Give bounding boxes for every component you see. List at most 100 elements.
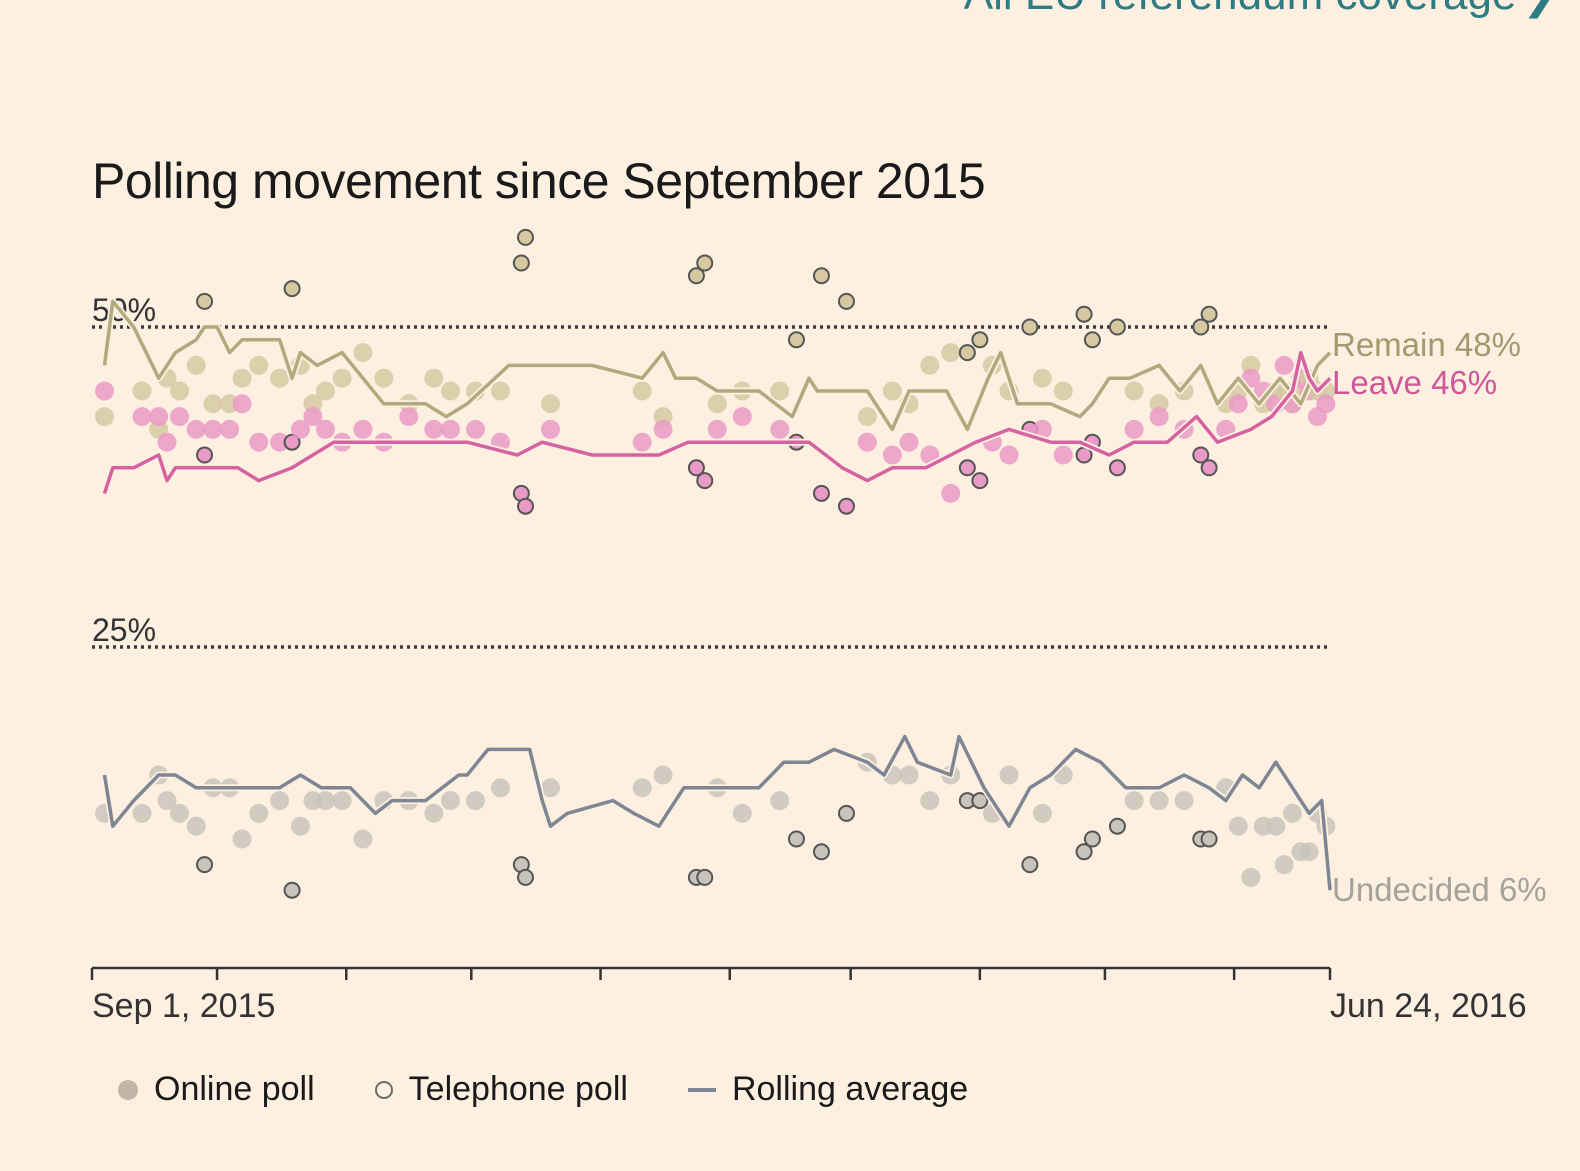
poll-dot-remain-phone	[196, 292, 214, 310]
legend-item-rolling-average: Rolling average	[687, 1070, 968, 1109]
poll-dot-leave-online	[249, 432, 269, 452]
poll-dot-leave-online	[941, 483, 961, 503]
poll-dot-remain-online	[374, 368, 394, 388]
poll-dot-remain-online	[632, 381, 652, 401]
poll-dot-undecided-online	[157, 791, 177, 811]
poll-dot-undecided-online	[999, 765, 1019, 785]
poll-dot-undecided-phone	[1200, 830, 1218, 848]
poll-dot-remain-phone	[1075, 305, 1093, 323]
poll-dot-remain-online	[707, 394, 727, 414]
end-label-leave: Leave 46%	[1332, 364, 1497, 401]
poll-dot-remain-online	[857, 407, 877, 427]
poll-dots	[95, 228, 1336, 899]
poll-dot-remain-phone	[517, 228, 535, 246]
poll-dot-leave-online	[149, 407, 169, 427]
poll-dot-remain-online	[770, 381, 790, 401]
poll-dot-leave-online	[632, 432, 652, 452]
filled-dot-icon	[118, 1079, 138, 1100]
poll-dot-remain-phone	[958, 344, 976, 362]
polling-chart: 50%25% Sep 1, 2015 Jun 24, 2016 Remain 48…	[90, 228, 1547, 1025]
x-axis: Sep 1, 2015 Jun 24, 2016	[90, 966, 1527, 1025]
poll-dot-remain-online	[353, 343, 373, 363]
poll-dot-leave-online	[1032, 419, 1052, 439]
poll-dot-undecided-online	[770, 791, 790, 811]
poll-dot-undecided-online	[290, 816, 310, 836]
poll-dot-leave-online	[220, 419, 240, 439]
poll-dot-undecided-online	[1282, 803, 1302, 823]
poll-dot-leave-online	[315, 419, 335, 439]
poll-dot-undecided-online	[332, 791, 352, 811]
poll-dot-undecided-online	[170, 803, 190, 823]
poll-dot-undecided-online	[1149, 791, 1169, 811]
poll-dot-remain-online	[270, 368, 290, 388]
poll-dot-undecided-online	[1032, 803, 1052, 823]
poll-dot-undecided-phone	[812, 843, 830, 861]
poll-dot-undecided-online	[132, 803, 152, 823]
poll-dot-undecided-phone	[787, 830, 805, 848]
poll-dot-leave-online	[399, 407, 419, 427]
poll-dot-undecided-online	[490, 778, 510, 798]
poll-dot-leave-phone	[971, 472, 989, 490]
poll-dot-undecided-phone	[283, 881, 301, 899]
poll-dot-undecided-online	[315, 791, 335, 811]
poll-dot-leave-online	[440, 419, 460, 439]
poll-dot-undecided-online	[424, 803, 444, 823]
x-axis-start-label: Sep 1, 2015	[92, 987, 275, 1025]
poll-dot-undecided-online	[632, 778, 652, 798]
poll-dot-remain-online	[249, 355, 269, 375]
poll-dot-remain-phone	[1108, 318, 1126, 336]
chevron-right-icon: ❯	[1522, 0, 1556, 18]
poll-dot-leave-online	[170, 407, 190, 427]
poll-dot-undecided-online	[186, 816, 206, 836]
rolling-average-line-leave	[102, 350, 1332, 494]
poll-dot-undecided-phone	[1075, 843, 1093, 861]
poll-dot-undecided-phone	[1108, 817, 1126, 835]
poll-dot-leave-online	[465, 419, 485, 439]
poll-dot-leave-online	[157, 432, 177, 452]
poll-dot-leave-phone	[958, 459, 976, 477]
gridline-label-25: 25%	[92, 612, 156, 648]
poll-dot-leave-online	[303, 407, 323, 427]
poll-dot-leave-online	[899, 432, 919, 452]
poll-dot-leave-online	[95, 381, 115, 401]
poll-dot-leave-phone	[812, 484, 830, 502]
poll-dot-leave-phone	[517, 497, 535, 515]
poll-dot-undecided-online	[1228, 816, 1248, 836]
poll-dot-remain-online	[315, 381, 335, 401]
poll-dot-undecided-online	[1274, 855, 1294, 875]
poll-dot-remain-online	[1032, 368, 1052, 388]
rolling-average-lines	[101, 297, 1334, 891]
poll-dot-undecided-online	[1299, 842, 1319, 862]
poll-dot-leave-online	[770, 419, 790, 439]
poll-dot-remain-online	[882, 381, 902, 401]
chart-title: Polling movement since September 2015	[92, 153, 986, 209]
poll-dot-leave-online	[707, 419, 727, 439]
legend: Online poll Telephone poll Rolling avera…	[118, 1070, 1028, 1109]
poll-dot-remain-phone	[512, 254, 530, 272]
poll-dot-undecided-online	[249, 803, 269, 823]
poll-dot-leave-online	[424, 419, 444, 439]
poll-dot-leave-phone	[837, 497, 855, 515]
all-coverage-link[interactable]: All EU referendum coverage ❯	[964, 0, 1556, 20]
poll-dot-remain-phone	[1021, 318, 1039, 336]
end-label-undecided: Undecided 6%	[1332, 871, 1547, 908]
poll-dot-remain-phone	[1200, 305, 1218, 323]
poll-dot-leave-online	[132, 407, 152, 427]
series-labels: Remain 48%Leave 46% Undecided 6%	[1332, 326, 1547, 908]
poll-dot-leave-online	[232, 394, 252, 414]
poll-dot-undecided-online	[1124, 791, 1144, 811]
poll-dot-undecided-online	[1241, 867, 1261, 887]
poll-dot-leave-phone	[283, 433, 301, 451]
poll-dot-undecided-phone	[837, 804, 855, 822]
poll-dot-undecided-online	[899, 765, 919, 785]
end-label-remain: Remain 48%	[1332, 326, 1521, 363]
poll-dot-leave-online	[653, 419, 673, 439]
poll-dot-remain-phone	[696, 254, 714, 272]
poll-dot-remain-phone	[812, 267, 830, 285]
poll-dot-leave-online	[732, 407, 752, 427]
poll-dot-remain-online	[332, 368, 352, 388]
poll-dot-remain-online	[490, 381, 510, 401]
poll-dot-leave-online	[290, 419, 310, 439]
poll-dot-undecided-online	[440, 791, 460, 811]
legend-item-online: Online poll	[118, 1070, 315, 1109]
